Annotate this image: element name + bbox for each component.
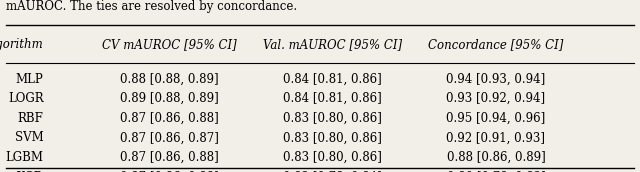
Text: 0.84 [0.81, 0.86]: 0.84 [0.81, 0.86] bbox=[284, 92, 382, 105]
Text: 0.94 [0.93, 0.94]: 0.94 [0.93, 0.94] bbox=[446, 73, 546, 86]
Text: LGBM: LGBM bbox=[6, 151, 44, 164]
Text: mAUROC. The ties are resolved by concordance.: mAUROC. The ties are resolved by concord… bbox=[6, 0, 298, 13]
Text: 0.93 [0.92, 0.94]: 0.93 [0.92, 0.94] bbox=[447, 92, 545, 105]
Text: MLP: MLP bbox=[16, 73, 44, 86]
Text: LOGR: LOGR bbox=[8, 92, 44, 105]
Text: 0.87 [0.86, 0.87]: 0.87 [0.86, 0.87] bbox=[120, 131, 219, 144]
Text: 0.80 [0.78, 0.82]: 0.80 [0.78, 0.82] bbox=[447, 171, 545, 172]
Text: CV mAUROC [95% CI]: CV mAUROC [95% CI] bbox=[102, 38, 237, 51]
Text: 0.82 [0.78, 0.84]: 0.82 [0.78, 0.84] bbox=[284, 171, 382, 172]
Text: RBF: RBF bbox=[18, 112, 44, 125]
Text: 0.83 [0.80, 0.86]: 0.83 [0.80, 0.86] bbox=[284, 151, 382, 164]
Text: 0.87 [0.86, 0.88]: 0.87 [0.86, 0.88] bbox=[120, 151, 219, 164]
Text: 0.89 [0.88, 0.89]: 0.89 [0.88, 0.89] bbox=[120, 92, 219, 105]
Text: 0.88 [0.86, 0.89]: 0.88 [0.86, 0.89] bbox=[447, 151, 545, 164]
Text: 0.87 [0.86, 0.88]: 0.87 [0.86, 0.88] bbox=[120, 112, 219, 125]
Text: 0.84 [0.81, 0.86]: 0.84 [0.81, 0.86] bbox=[284, 73, 382, 86]
Text: 0.88 [0.88, 0.89]: 0.88 [0.88, 0.89] bbox=[120, 73, 219, 86]
Text: Concordance [95% CI]: Concordance [95% CI] bbox=[428, 38, 564, 51]
Text: XGB: XGB bbox=[17, 171, 44, 172]
Text: 0.87 [0.86, 0.88]: 0.87 [0.86, 0.88] bbox=[120, 171, 219, 172]
Text: 0.83 [0.80, 0.86]: 0.83 [0.80, 0.86] bbox=[284, 131, 382, 144]
Text: Val. mAUROC [95% CI]: Val. mAUROC [95% CI] bbox=[263, 38, 403, 51]
Text: 0.95 [0.94, 0.96]: 0.95 [0.94, 0.96] bbox=[446, 112, 546, 125]
Text: 0.83 [0.80, 0.86]: 0.83 [0.80, 0.86] bbox=[284, 112, 382, 125]
Text: Algorithm: Algorithm bbox=[0, 38, 44, 51]
Text: SVM: SVM bbox=[15, 131, 44, 144]
Text: 0.92 [0.91, 0.93]: 0.92 [0.91, 0.93] bbox=[447, 131, 545, 144]
